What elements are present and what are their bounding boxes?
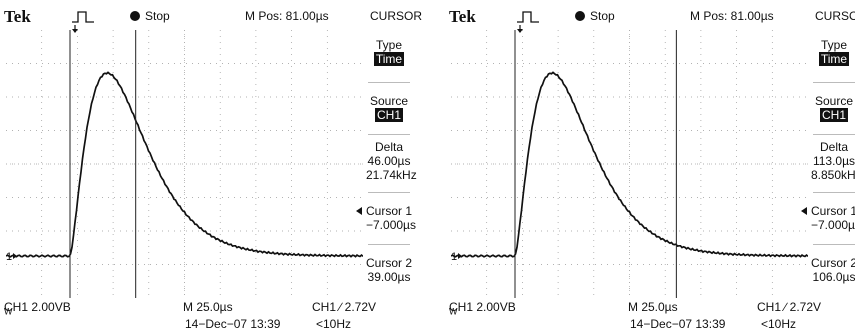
trigger-readout: CH1 ∕ 2.72V (312, 300, 377, 314)
cursor1-label: Cursor 1 (366, 204, 413, 218)
type-button[interactable]: Type Time (811, 38, 855, 66)
type-label: Type (375, 38, 402, 52)
timebase: M 25.0µs (183, 300, 233, 314)
delta-label: Delta (374, 140, 403, 154)
trigger-pos-arrow-icon (72, 25, 78, 33)
menu-divider (368, 244, 410, 245)
waveform-display: 1 (6, 30, 363, 298)
trigger-frequency: <10Hz (316, 317, 352, 331)
cursor2-label: Cursor 2 (811, 256, 855, 270)
acquisition-status: Stop (575, 9, 615, 23)
trigger-level-arrow-icon (356, 207, 362, 215)
menu-divider (368, 82, 410, 83)
menu-divider (368, 134, 410, 135)
source-button[interactable]: Source CH1 (811, 94, 855, 122)
scope-header: Tek Stop M Pos: 81.00µs CURSOR (0, 0, 422, 33)
source-value: CH1 (374, 108, 403, 122)
channel-1-arrow-icon (13, 253, 17, 259)
scope-header: Tek Stop M Pos: 81.00µs CURSOR (445, 0, 855, 33)
waveform-display: 1 (451, 30, 808, 298)
date-time: 14−Dec−07 13:39 (185, 317, 281, 331)
cursor1-button[interactable]: Cursor 1 −7.000µs (366, 204, 416, 232)
menu-divider (813, 82, 855, 83)
menu-title: CURSOR (370, 9, 423, 23)
cursor2-button[interactable]: Cursor 2 39.00µs (366, 256, 412, 284)
trigger-readout: CH1 ∕ 2.72V (757, 300, 822, 314)
scope-right: Tek Stop M Pos: 81.00µs CURSOR 1 Type Ti… (445, 0, 855, 333)
type-value: Time (818, 52, 850, 66)
acquisition-status: Stop (130, 9, 170, 23)
stop-icon (130, 11, 140, 21)
brand-logo: Tek (4, 7, 31, 26)
menu-divider (813, 192, 855, 193)
waveform-trace (451, 71, 808, 258)
source-label: Source (814, 94, 854, 108)
status-bar: CH1 2.00VB W M 25.0µs CH1 ∕ 2.72V 14−Dec−… (445, 298, 855, 333)
channel-1-marker: 1 (451, 251, 457, 263)
cursor2-label: Cursor 2 (366, 256, 413, 270)
scope-left: Tek Stop M Pos: 81.00µs CURSOR 1 Type Ti… (0, 0, 422, 333)
channel-1-arrow-icon (458, 253, 462, 259)
delta-readout: Delta 113.0µs 8.850kHz (811, 140, 855, 182)
status-text: Stop (590, 9, 615, 23)
channel-scale: CH1 2.00VB W (449, 300, 516, 317)
graticule (6, 30, 363, 298)
type-button[interactable]: Type Time (366, 38, 412, 66)
timebase: M 25.0µs (628, 300, 678, 314)
pulse-icon (517, 11, 539, 33)
channel-scale: CH1 2.00VB W (4, 300, 71, 317)
cursor1-value: −7.000µs (811, 218, 855, 232)
cursor2-button[interactable]: Cursor 2 106.0µs (811, 256, 855, 284)
cursor1-label: Cursor 1 (811, 204, 855, 218)
status-text: Stop (145, 9, 170, 23)
type-label: Type (820, 38, 847, 52)
trigger-level-arrow-icon (801, 207, 807, 215)
cursor1-value: −7.000µs (366, 218, 416, 232)
cursor2-value: 106.0µs (812, 270, 855, 284)
delta-label: Delta (819, 140, 848, 154)
source-button[interactable]: Source CH1 (366, 94, 412, 122)
graticule (451, 30, 808, 298)
pulse-icon (72, 11, 94, 33)
delta-time: 113.0µs (812, 154, 855, 168)
cursor-menu: Type Time Source CH1 Delta 113.0µs 8.850… (811, 30, 855, 298)
delta-frequency: 21.74kHz (366, 168, 417, 182)
horizontal-position: M Pos: 81.00µs (690, 9, 774, 23)
source-value: CH1 (819, 108, 848, 122)
delta-frequency: 8.850kHz (811, 168, 855, 182)
channel-1-marker: 1 (6, 251, 12, 263)
brand-logo: Tek (449, 7, 476, 26)
cursor-menu: Type Time Source CH1 Delta 46.00µs 21.74… (366, 30, 417, 298)
menu-title: CURSOR (815, 9, 855, 23)
date-time: 14−Dec−07 13:39 (630, 317, 726, 331)
status-bar: CH1 2.00VB W M 25.0µs CH1 ∕ 2.72V 14−Dec−… (0, 298, 410, 333)
delta-readout: Delta 46.00µs 21.74kHz (366, 140, 417, 182)
menu-divider (813, 244, 855, 245)
trigger-frequency: <10Hz (761, 317, 797, 331)
waveform-trace (6, 71, 363, 258)
delta-time: 46.00µs (367, 154, 411, 168)
cursor2-value: 39.00µs (367, 270, 411, 284)
horizontal-position: M Pos: 81.00µs (245, 9, 329, 23)
trigger-pos-arrow-icon (517, 25, 523, 33)
source-label: Source (369, 94, 409, 108)
menu-divider (368, 192, 410, 193)
type-value: Time (373, 52, 405, 66)
cursor1-button[interactable]: Cursor 1 −7.000µs (811, 204, 855, 232)
menu-divider (813, 134, 855, 135)
stop-icon (575, 11, 585, 21)
